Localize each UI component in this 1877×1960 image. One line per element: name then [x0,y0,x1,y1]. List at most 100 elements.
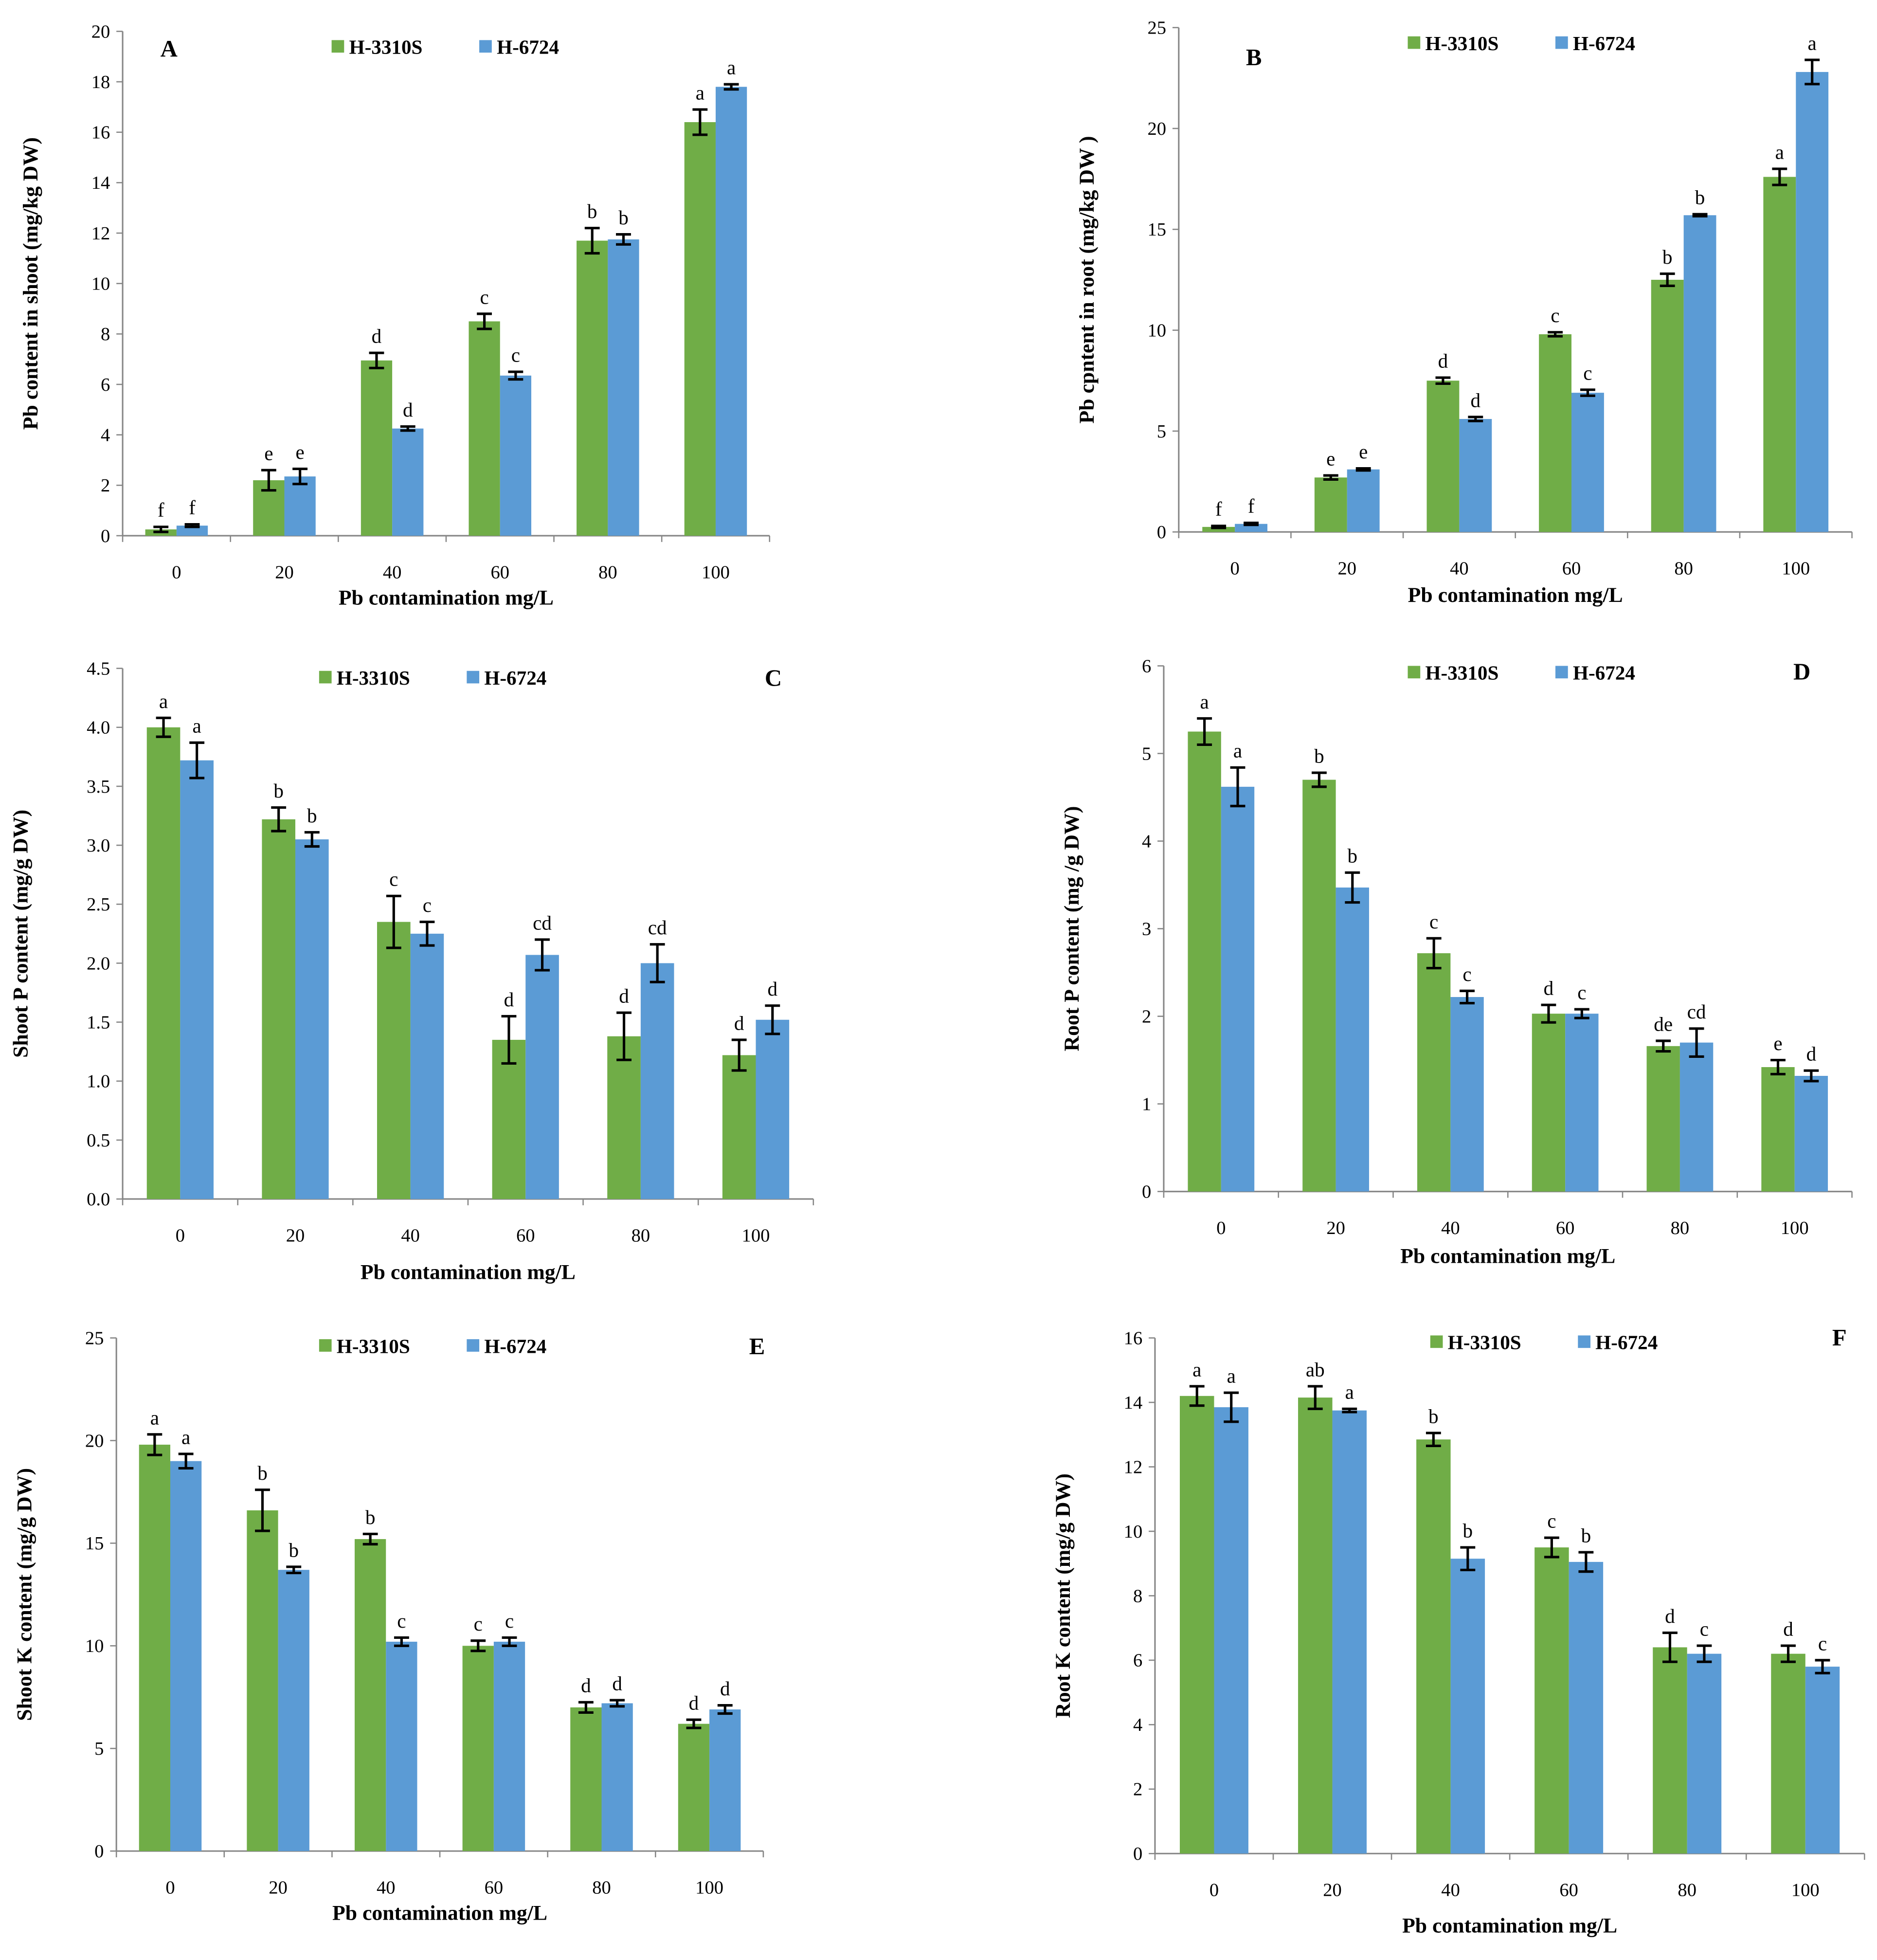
bar-h-6724 [1459,419,1492,532]
x-tick-label: 100 [1782,559,1810,579]
significance-letter: e [264,442,273,465]
significance-letter: a [181,1426,190,1448]
significance-letter: b [1348,845,1358,867]
chart-panel-a: 0 2 4 6 8 10 12 14 16 18 20 0 f f 20 e e 40 d d 60 c c 80 b b 100 a… [19,21,771,609]
significance-letter: c [1700,1618,1709,1640]
y-axis-label: Shoot K content (mg/g DW) [13,1468,36,1721]
significance-letter: e [1773,1032,1782,1054]
significance-letter: ab [1306,1358,1325,1380]
legend-label: H-6724 [484,1335,546,1357]
significance-letter: d [1806,1043,1817,1065]
y-tick-label: 0.5 [87,1130,110,1151]
significance-letter: a [696,82,704,104]
x-tick-label: 40 [1441,1218,1460,1238]
legend-label: H-3310S [337,1335,410,1357]
x-tick-label: 40 [383,562,402,582]
bar-h-3310s [361,360,393,536]
legend-label: H-6724 [1595,1331,1658,1354]
x-axis-label: Pb contamination mg/L [1400,1244,1615,1268]
y-tick-label: 2.0 [87,953,110,974]
significance-letter: c [1818,1632,1827,1654]
x-tick-label: 0 [1230,559,1239,579]
y-tick-label: 6 [1142,656,1151,676]
y-tick-label: 3.0 [87,835,110,856]
significance-letter: c [480,286,488,308]
bar-h-6724 [1332,1410,1367,1854]
y-axis-label: Pb cpntent in root (mg/kg DW ) [1075,136,1099,423]
bar-h-6724 [1450,997,1484,1192]
x-tick-label: 0 [1216,1218,1226,1238]
bar-h-3310s [462,1646,494,1851]
y-tick-label: 20 [85,1431,104,1451]
y-tick-label: 4.0 [87,718,110,738]
y-tick-label: 15 [85,1533,104,1554]
bar-h-6724 [278,1570,309,1851]
x-tick-label: 60 [1559,1880,1578,1901]
x-tick-label: 100 [1791,1880,1820,1901]
x-axis-label: Pb contamination mg/L [339,586,554,609]
x-tick-label: 0 [172,562,181,582]
x-tick-label: 20 [1326,1218,1345,1238]
x-tick-label: 80 [1671,1218,1690,1238]
legend-swatch [1555,36,1568,49]
y-tick-label: 15 [1148,219,1167,240]
significance-letter: e [1359,440,1368,463]
significance-letter: b [1695,186,1705,209]
significance-letter: c [397,1610,406,1632]
bar-h-3310s [722,1055,756,1199]
y-tick-label: 16 [1124,1328,1143,1348]
significance-letter: b [587,200,597,222]
y-tick-label: 8 [1133,1586,1142,1606]
legend-swatch [331,40,344,53]
y-tick-label: 5 [1142,744,1151,764]
bar-h-6724 [1796,72,1829,532]
bar-h-3310s [678,1724,710,1851]
y-tick-label: 2 [101,475,110,496]
bar-h-6724 [1683,215,1716,532]
significance-letter: a [1233,740,1242,762]
y-tick-label: 10 [1124,1522,1143,1542]
significance-letter: b [1662,246,1673,268]
bar-h-6724 [493,1641,525,1851]
y-tick-label: 14 [1124,1393,1143,1413]
legend-swatch [1555,666,1568,679]
significance-letter: e [1326,448,1335,470]
significance-letter: c [474,1613,483,1635]
y-tick-label: 0 [101,526,110,546]
x-tick-label: 100 [702,562,730,582]
bar-h-3310s [247,1510,278,1851]
x-tick-label: 40 [1450,559,1469,579]
bar-h-6724 [715,87,747,536]
significance-letter: d [1471,389,1481,411]
bar-h-3310s [1532,1014,1566,1192]
x-tick-label: 0 [1209,1880,1219,1901]
significance-letter: c [1462,963,1471,985]
x-tick-label: 40 [1441,1880,1460,1901]
panel-label: B [1246,44,1262,71]
bar-h-3310s [1426,381,1460,532]
bar-h-6724 [640,963,674,1199]
significance-letter: b [257,1462,268,1484]
panel-label: E [749,1333,765,1360]
significance-letter: b [307,804,317,827]
legend-swatch [479,40,492,53]
y-tick-label: 0 [1133,1844,1142,1864]
legend-label: H-6724 [1573,32,1635,54]
legend-label: H-3310S [337,667,410,689]
significance-letter: b [289,1539,299,1561]
y-tick-label: 10 [1148,320,1167,341]
y-tick-label: 10 [85,1636,104,1656]
x-tick-label: 20 [1337,559,1356,579]
significance-letter: f [1248,495,1255,517]
y-tick-label: 20 [91,21,110,42]
y-tick-label: 12 [91,223,110,244]
y-tick-label: 5 [94,1739,104,1759]
x-tick-label: 20 [1323,1880,1342,1901]
significance-letter: e [295,441,304,463]
bar-h-3310s [262,819,295,1199]
y-tick-label: 16 [91,123,110,143]
legend-swatch [1430,1335,1443,1348]
significance-letter: b [1314,745,1324,767]
bar-h-3310s [577,240,608,536]
y-tick-label: 3 [1142,919,1151,939]
